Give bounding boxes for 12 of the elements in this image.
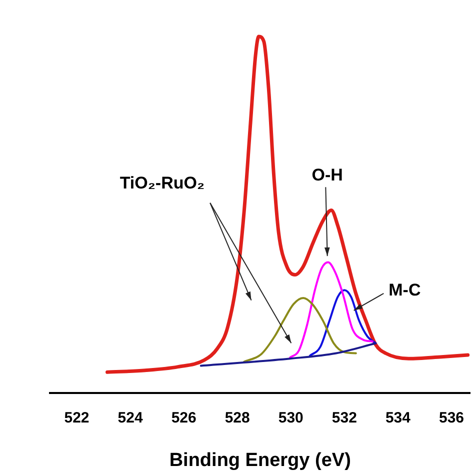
annotation: M-C [388,280,421,300]
x-axis-title: Binding Energy (eV) [169,450,351,471]
x-tick-label: 534 [385,409,412,426]
annotation: TiO₂-RuO₂ [120,174,205,193]
x-tick-label: 532 [332,409,357,426]
annotation: O-H [312,166,343,185]
x-tick-label: 530 [278,409,304,426]
x-tick-label: 526 [171,409,196,426]
x-tick-label: 522 [64,409,90,426]
x-tick-label: 524 [118,409,144,426]
x-tick-label: 528 [224,409,250,426]
x-tick-label: 536 [438,409,464,426]
